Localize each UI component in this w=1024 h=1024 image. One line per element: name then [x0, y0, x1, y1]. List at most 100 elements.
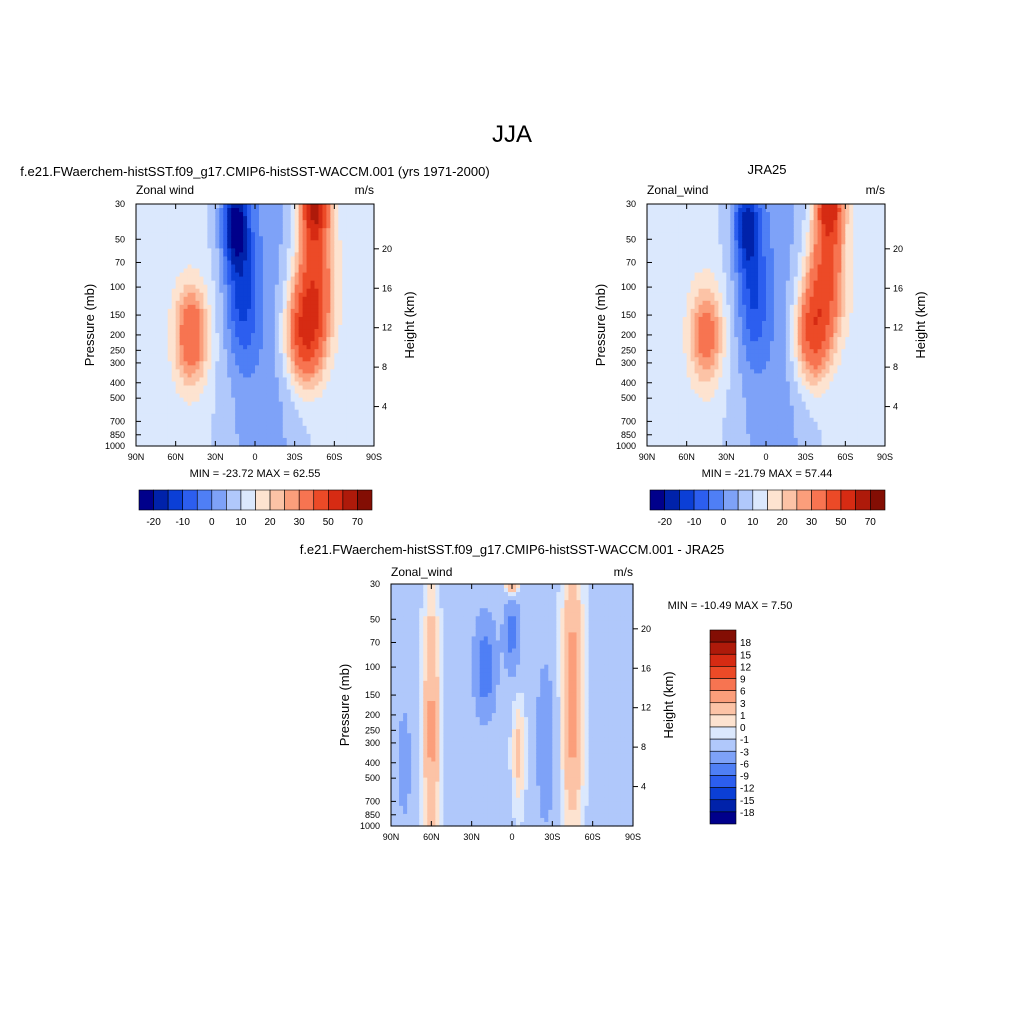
field-cell: [370, 421, 375, 427]
field-cell: [227, 208, 232, 213]
field-cell: [211, 312, 216, 318]
field-cell: [266, 320, 272, 326]
field-cell: [211, 389, 216, 395]
field-cell: [334, 357, 339, 362]
field-cell: [354, 228, 359, 233]
field-cell: [330, 349, 335, 354]
field-cell: [243, 304, 248, 310]
field-cell: [175, 365, 181, 370]
field-cell: [251, 369, 256, 374]
field-cell: [191, 441, 197, 447]
field-cell: [143, 421, 149, 427]
field-cell: [358, 437, 363, 443]
field-cell: [647, 304, 652, 310]
field-cell: [195, 296, 201, 302]
field-cell: [306, 341, 312, 346]
field-cell: [710, 369, 716, 374]
field-cell: [175, 272, 181, 278]
field-cell: [302, 437, 308, 443]
field-cell: [342, 260, 347, 266]
field-cell: [358, 413, 363, 419]
field-cell: [698, 441, 704, 447]
field-cell: [191, 240, 197, 245]
field-cell: [274, 260, 280, 266]
field-cell: [718, 441, 723, 447]
field-cell: [167, 240, 173, 245]
field-cell: [187, 369, 193, 374]
field-cell: [147, 349, 153, 354]
field-cell: [235, 345, 240, 350]
field-cell: [227, 377, 232, 383]
field-cell: [678, 361, 684, 366]
field-cell: [682, 401, 688, 407]
field-cell: [702, 357, 708, 362]
field-cell: [690, 272, 696, 278]
field-cell: [678, 252, 684, 258]
field-cell: [255, 268, 260, 274]
field-cell: [183, 264, 189, 270]
field-cell: [686, 405, 692, 411]
field-cell: [207, 361, 212, 366]
field-cell: [258, 316, 264, 322]
field-cell: [306, 401, 312, 407]
field-cell: [183, 244, 189, 249]
field-cell: [278, 349, 284, 354]
field-cell: [306, 312, 312, 318]
field-cell: [211, 220, 216, 225]
field-cell: [215, 425, 220, 431]
field-cell: [151, 224, 157, 229]
field-cell: [207, 405, 212, 411]
field-cell: [698, 393, 704, 399]
field-cell: [215, 232, 220, 237]
field-cell: [698, 341, 704, 346]
field-cell: [310, 441, 316, 447]
field-cell: [163, 381, 169, 387]
field-cell: [175, 373, 181, 379]
field-cell: [231, 208, 236, 213]
field-cell: [247, 437, 252, 443]
field-cell: [227, 232, 232, 237]
field-cell: [227, 204, 232, 209]
field-cell: [330, 224, 335, 229]
field-cell: [682, 413, 688, 419]
field-cell: [235, 260, 240, 266]
field-cell: [718, 393, 723, 399]
field-cell: [647, 276, 652, 282]
field-cell: [239, 292, 244, 298]
field-cell: [227, 409, 232, 415]
field-cell: [294, 413, 300, 419]
field-cell: [231, 320, 236, 326]
field-cell: [163, 441, 169, 447]
field-cell: [159, 228, 165, 233]
field-cell: [658, 288, 664, 294]
field-cell: [658, 393, 664, 399]
field-cell: [159, 300, 165, 306]
field-cell: [318, 204, 324, 209]
field-cell: [318, 228, 324, 233]
field-cell: [199, 284, 205, 290]
field-cell: [662, 220, 668, 225]
field-cell: [682, 433, 688, 439]
field-cell: [370, 425, 375, 431]
field-cell: [670, 397, 676, 403]
field-cell: [647, 433, 652, 439]
field-cell: [179, 272, 185, 278]
field-cell: [155, 244, 161, 249]
field-cell: [647, 280, 652, 286]
field-cell: [362, 329, 367, 334]
field-cell: [227, 421, 232, 427]
field-cell: [650, 204, 656, 209]
field-cell: [314, 365, 320, 370]
field-cell: [136, 417, 141, 423]
field-cell: [674, 369, 680, 374]
field-cell: [330, 208, 335, 213]
field-cell: [710, 260, 716, 266]
field-cell: [718, 248, 723, 253]
field-cell: [282, 361, 288, 366]
y-tick-label: 500: [110, 393, 125, 403]
field-cell: [227, 288, 232, 294]
field-cell: [231, 308, 236, 314]
field-cell: [223, 369, 228, 374]
field-cell: [199, 300, 205, 306]
field-cell: [686, 296, 692, 302]
